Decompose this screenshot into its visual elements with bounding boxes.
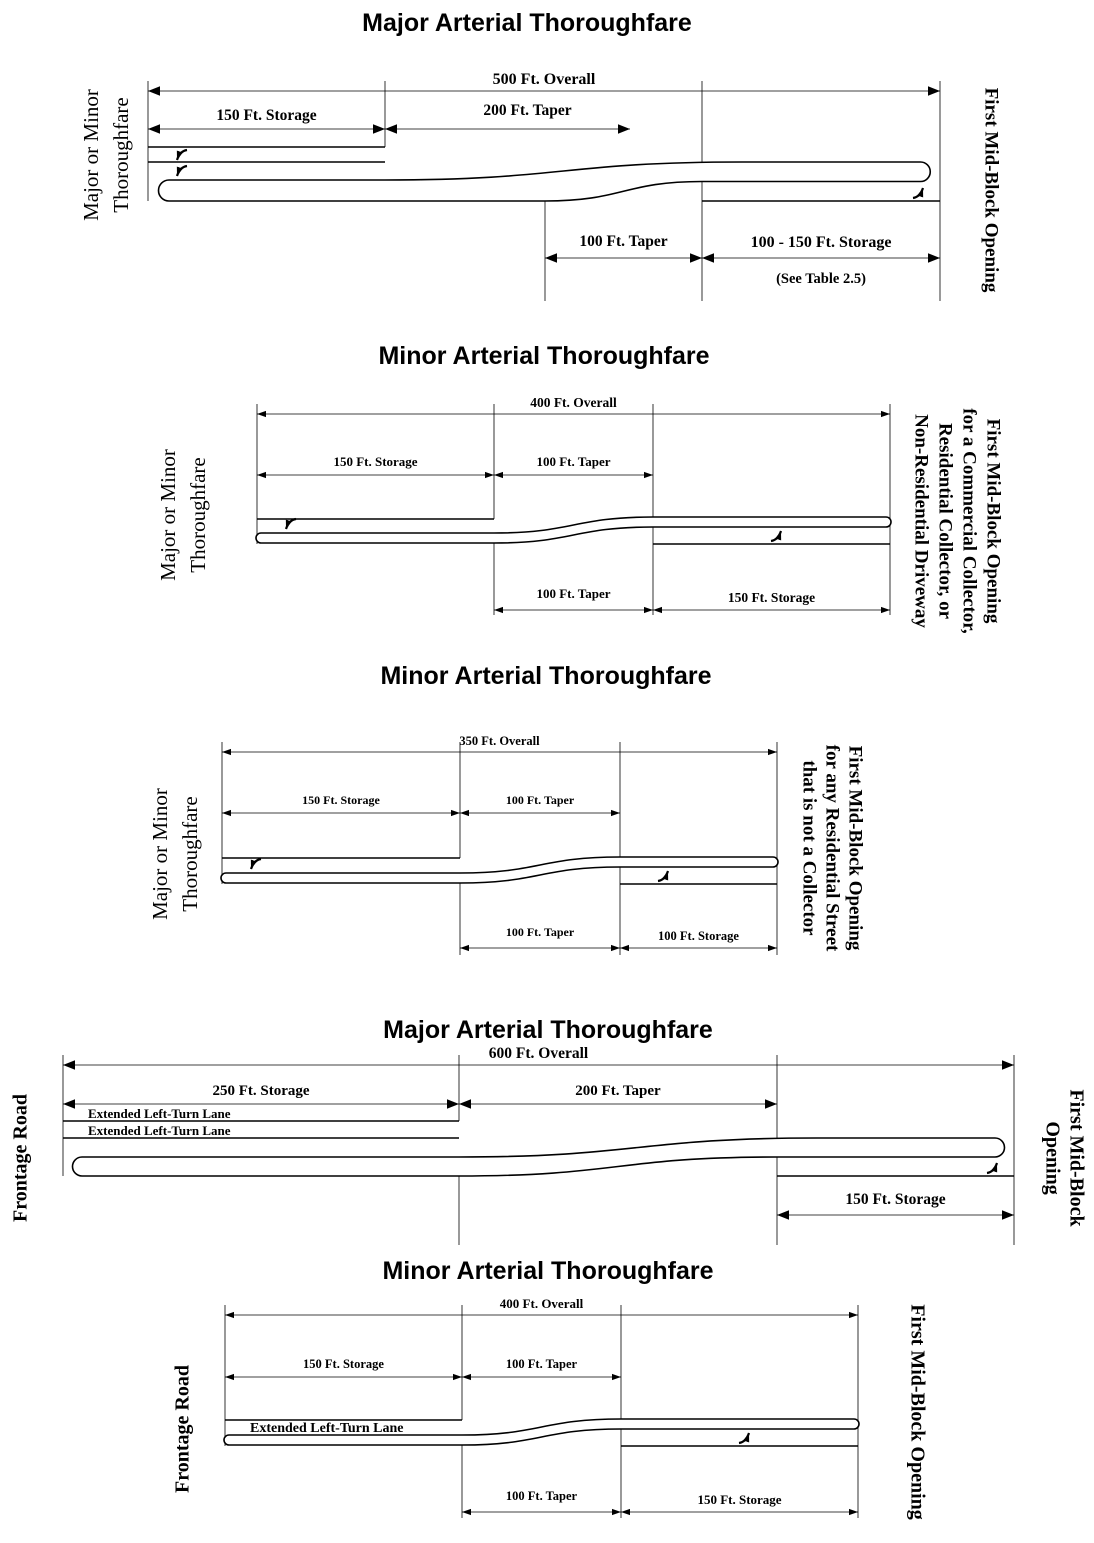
lane-label: Extended Left-Turn Lane bbox=[88, 1106, 231, 1121]
opening-label-line: Residential Collector, or bbox=[935, 423, 956, 620]
diagram-3: Minor Arterial Thoroughfare 350 Ft. Overa… bbox=[148, 662, 866, 955]
turn-arrow-icon bbox=[770, 530, 783, 543]
raised-median bbox=[157, 161, 932, 202]
turn-arrow-icon bbox=[738, 1432, 751, 1445]
cross-street-label-line: Major or Minor bbox=[156, 449, 180, 581]
upper-storage-label: 150 Ft. Storage bbox=[216, 107, 316, 124]
opening-label-line: First Mid-Block Opening bbox=[981, 88, 1002, 293]
turn-arrow-icon bbox=[986, 1162, 999, 1175]
cross-street-label-line: Frontage Road bbox=[172, 1365, 194, 1493]
overall-label: 600 Ft. Overall bbox=[489, 1045, 589, 1062]
opening-label-line: First Mid-Block Opening bbox=[906, 1304, 928, 1520]
cross-street-label: Frontage Road bbox=[172, 1365, 194, 1493]
opening-label: First Mid-Block Opening bbox=[906, 1304, 928, 1520]
lower-storage-label: 150 Ft. Storage bbox=[697, 1492, 781, 1507]
upper-taper-label: 200 Ft. Taper bbox=[575, 1083, 661, 1099]
cross-street-label-line: Thoroughfare bbox=[186, 457, 210, 572]
opening-label: First Mid-Block Opening bbox=[981, 88, 1002, 293]
lane-label: Extended Left-Turn Lane bbox=[250, 1421, 404, 1436]
upper-storage-label: 250 Ft. Storage bbox=[212, 1083, 309, 1099]
diagram-2: Minor Arterial Thoroughfare 400 Ft. Overa… bbox=[156, 342, 1004, 634]
cross-street-label: Major or Minor Thoroughfare bbox=[156, 449, 210, 581]
upper-taper-label: 100 Ft. Taper bbox=[536, 454, 610, 469]
turn-arrow-icon bbox=[912, 187, 925, 200]
opening-label-line: that is not a Collector bbox=[799, 760, 820, 936]
turn-arrow-icon bbox=[175, 164, 188, 177]
lower-storage-note: (See Table 2.5) bbox=[776, 271, 866, 287]
cross-street-label: Major or Minor Thoroughfare bbox=[79, 89, 133, 221]
turn-arrow-icon bbox=[657, 870, 670, 883]
cross-street-label: Major or Minor Thoroughfare bbox=[148, 788, 202, 920]
raised-median bbox=[255, 516, 892, 544]
opening-label-line: for any Residential Street bbox=[822, 745, 843, 952]
lower-storage-label: 100 Ft. Storage bbox=[658, 929, 739, 943]
diagram-title: Minor Arterial Thoroughfare bbox=[378, 342, 709, 370]
lane-label: Extended Left-Turn Lane bbox=[88, 1123, 231, 1138]
opening-label-line: Non-Residential Driveway bbox=[911, 414, 932, 628]
raised-median bbox=[71, 1137, 1006, 1177]
diagram-title: Major Arterial Thoroughfare bbox=[383, 1016, 713, 1044]
cross-street-label-line: Major or Minor bbox=[79, 89, 103, 221]
overall-label: 500 Ft. Overall bbox=[493, 71, 596, 88]
raised-median bbox=[220, 856, 779, 884]
diagram-title: Major Arterial Thoroughfare bbox=[362, 9, 692, 37]
lower-storage-label: 150 Ft. Storage bbox=[728, 590, 815, 605]
cross-street-label-line: Frontage Road bbox=[10, 1094, 32, 1222]
diagram-1: Major Arterial Thoroughfare 500 Ft. Overa… bbox=[79, 9, 1002, 301]
upper-taper-label: 100 Ft. Taper bbox=[506, 1357, 578, 1371]
turn-arrow-icon bbox=[175, 148, 188, 161]
lower-storage-label: 100 - 150 Ft. Storage bbox=[751, 234, 892, 251]
upper-storage-label: 150 Ft. Storage bbox=[302, 793, 380, 807]
lower-storage-label: 150 Ft. Storage bbox=[845, 1191, 945, 1208]
turn-arrow-icon bbox=[284, 517, 297, 530]
overall-label: 350 Ft. Overall bbox=[459, 734, 540, 748]
upper-storage-label: 150 Ft. Storage bbox=[333, 454, 417, 469]
lower-taper-label: 100 Ft. Taper bbox=[506, 925, 575, 939]
upper-storage-label: 150 Ft. Storage bbox=[303, 1357, 384, 1371]
cross-street-label-line: Major or Minor bbox=[148, 788, 172, 920]
upper-taper-label: 100 Ft. Taper bbox=[506, 793, 575, 807]
opening-label-line: for a Commercial Collector, bbox=[959, 408, 980, 634]
lower-taper-label: 100 Ft. Taper bbox=[506, 1489, 578, 1503]
diagram-5: Minor Arterial Thoroughfare 400 Ft. Overa… bbox=[172, 1257, 929, 1520]
diagram-title: Minor Arterial Thoroughfare bbox=[382, 1257, 713, 1285]
overall-label: 400 Ft. Overall bbox=[530, 395, 617, 410]
opening-label-line: First Mid-Block Opening bbox=[845, 746, 866, 951]
lower-taper-label: 100 Ft. Taper bbox=[579, 233, 667, 250]
raised-median bbox=[223, 1418, 860, 1446]
opening-label-line: First Mid-Block Opening bbox=[983, 419, 1004, 624]
overall-label: 400 Ft. Overall bbox=[500, 1296, 584, 1311]
lower-taper-label: 100 Ft. Taper bbox=[536, 586, 610, 601]
opening-label-line: First Mid-Block bbox=[1065, 1089, 1087, 1227]
opening-label-line: Opening bbox=[1041, 1121, 1063, 1194]
diagram-title: Minor Arterial Thoroughfare bbox=[380, 662, 711, 690]
cross-street-label-line: Thoroughfare bbox=[178, 796, 202, 911]
cross-street-label: Frontage Road bbox=[10, 1094, 32, 1222]
turn-arrow-icon bbox=[249, 857, 262, 870]
cross-street-label-line: Thoroughfare bbox=[109, 97, 133, 212]
upper-taper-label: 200 Ft. Taper bbox=[483, 102, 571, 119]
